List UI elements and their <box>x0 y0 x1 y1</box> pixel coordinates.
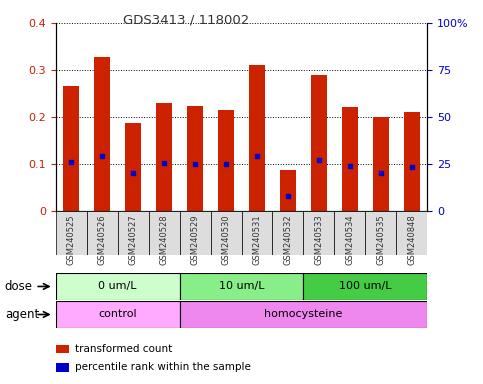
Bar <box>56 273 180 300</box>
Bar <box>94 57 110 211</box>
Bar <box>156 103 172 211</box>
Bar <box>303 273 427 300</box>
Text: GDS3413 / 118002: GDS3413 / 118002 <box>123 13 249 26</box>
Text: GSM240535: GSM240535 <box>376 215 385 265</box>
Text: GSM240527: GSM240527 <box>128 215 138 265</box>
Text: dose: dose <box>5 280 33 293</box>
Bar <box>311 75 327 211</box>
Bar <box>56 211 86 255</box>
Text: GSM240525: GSM240525 <box>67 215 75 265</box>
Text: homocysteine: homocysteine <box>264 310 342 319</box>
Text: GSM240534: GSM240534 <box>345 215 355 265</box>
Bar <box>187 106 203 211</box>
Bar <box>180 273 303 300</box>
Bar <box>280 170 296 211</box>
Text: agent: agent <box>5 308 39 321</box>
Bar <box>249 65 265 211</box>
Text: GSM240529: GSM240529 <box>190 215 199 265</box>
Text: GSM240848: GSM240848 <box>408 215 416 265</box>
Bar <box>56 363 69 372</box>
Bar <box>211 211 242 255</box>
Bar <box>242 211 272 255</box>
Bar <box>180 211 211 255</box>
Bar <box>125 123 141 211</box>
Text: 10 um/L: 10 um/L <box>219 281 264 291</box>
Bar <box>86 211 117 255</box>
Bar <box>272 211 303 255</box>
Bar <box>397 211 427 255</box>
Text: GSM240533: GSM240533 <box>314 215 324 265</box>
Bar <box>218 110 234 211</box>
Text: GSM240526: GSM240526 <box>98 215 107 265</box>
Text: 0 um/L: 0 um/L <box>98 281 137 291</box>
Bar <box>373 117 389 211</box>
Text: GSM240532: GSM240532 <box>284 215 293 265</box>
Bar <box>56 301 180 328</box>
Bar <box>149 211 180 255</box>
Text: control: control <box>98 310 137 319</box>
Bar <box>303 211 334 255</box>
Bar <box>342 107 358 211</box>
Bar <box>117 211 149 255</box>
Text: GSM240531: GSM240531 <box>253 215 261 265</box>
Text: percentile rank within the sample: percentile rank within the sample <box>75 362 251 372</box>
Bar <box>63 86 79 211</box>
Text: GSM240528: GSM240528 <box>159 215 169 265</box>
Bar <box>180 301 427 328</box>
Bar <box>404 113 420 211</box>
Bar <box>366 211 397 255</box>
Text: GSM240530: GSM240530 <box>222 215 230 265</box>
Bar <box>56 344 69 353</box>
Text: 100 um/L: 100 um/L <box>339 281 392 291</box>
Bar <box>334 211 366 255</box>
Text: transformed count: transformed count <box>75 344 172 354</box>
